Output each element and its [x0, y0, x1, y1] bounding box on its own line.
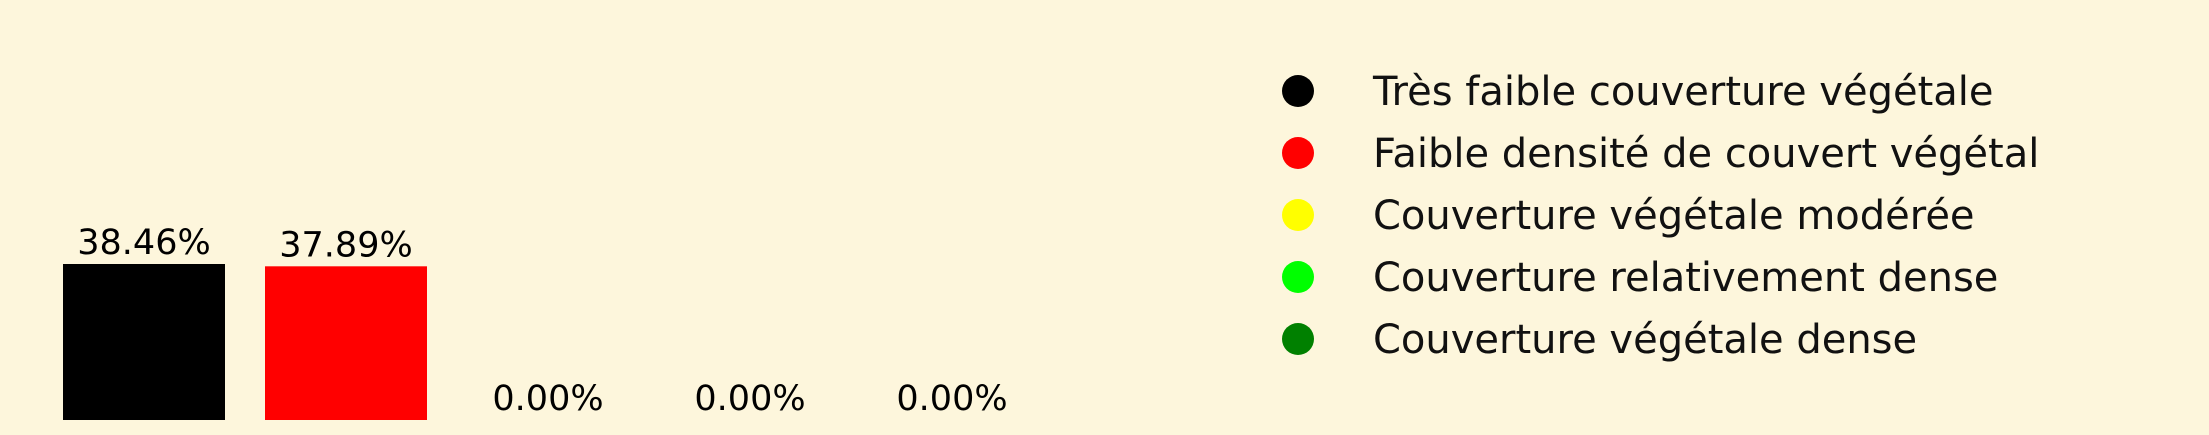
- legend: Très faible couverture végétale Faible de…: [1282, 69, 2039, 363]
- legend-marker-4: [1282, 261, 1314, 293]
- legend-marker-5: [1282, 323, 1314, 355]
- legend-label-1: Très faible couverture végétale: [1372, 69, 1994, 115]
- bar-value-label-5: 0.00%: [896, 379, 1007, 419]
- bar-value-label-3: 0.00%: [492, 379, 603, 419]
- bar-value-label-1: 38.46%: [77, 223, 210, 263]
- legend-marker-2: [1282, 137, 1314, 169]
- legend-label-2: Faible densité de couvert végétal: [1373, 131, 2039, 177]
- legend-label-5: Couverture végétale dense: [1373, 317, 1917, 363]
- bars-group: [63, 264, 427, 420]
- bar-value-label-4: 0.00%: [694, 379, 805, 419]
- bar-2: [265, 266, 427, 420]
- bar-value-label-2: 37.89%: [279, 225, 412, 265]
- legend-marker-3: [1282, 199, 1314, 231]
- legend-marker-1: [1282, 75, 1314, 107]
- bar-1: [63, 264, 225, 420]
- legend-label-3: Couverture végétale modérée: [1373, 193, 1975, 239]
- legend-label-4: Couverture relativement dense: [1373, 255, 1998, 301]
